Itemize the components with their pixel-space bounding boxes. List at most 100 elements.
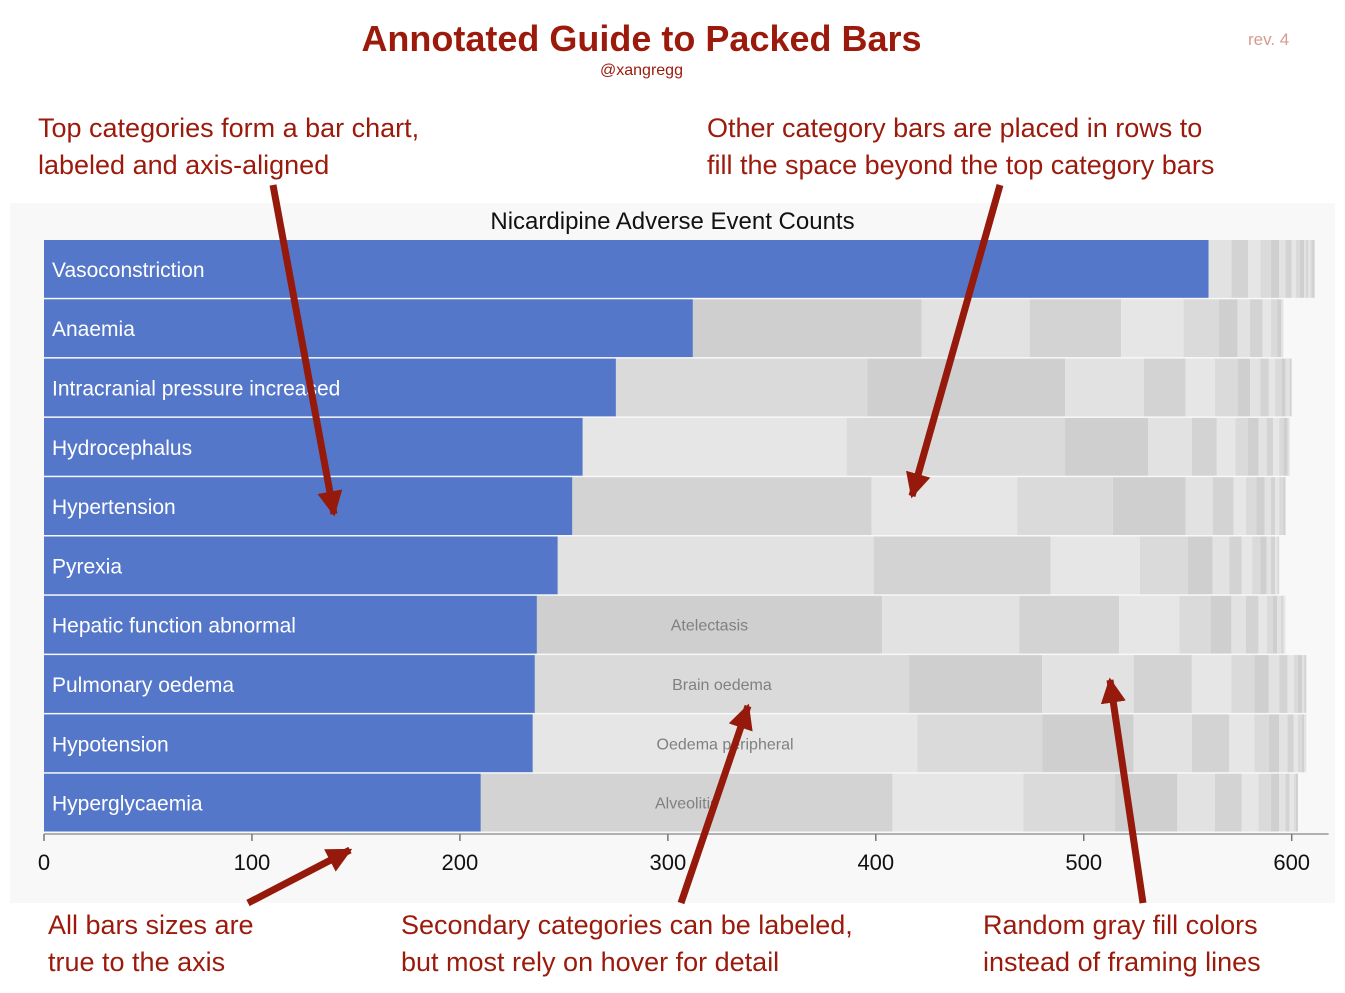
secondary-bar-segment[interactable] bbox=[1042, 714, 1134, 773]
secondary-bar-segment[interactable] bbox=[1279, 714, 1288, 773]
secondary-bar-segment[interactable] bbox=[557, 536, 874, 595]
secondary-bar-segment[interactable] bbox=[1277, 536, 1280, 595]
secondary-bar-segment[interactable] bbox=[1266, 536, 1271, 595]
secondary-bar-segment[interactable] bbox=[1208, 240, 1232, 298]
secondary-bar-segment[interactable] bbox=[1293, 655, 1298, 713]
secondary-bar-segment[interactable] bbox=[892, 773, 1024, 832]
secondary-bar-segment[interactable] bbox=[1210, 595, 1232, 654]
secondary-bar-segment[interactable] bbox=[1279, 773, 1286, 832]
secondary-bar-segment[interactable] bbox=[1289, 358, 1292, 417]
secondary-bar-segment[interactable] bbox=[909, 655, 1043, 713]
secondary-bar-segment[interactable] bbox=[1264, 477, 1271, 535]
secondary-bar-segment[interactable] bbox=[1285, 240, 1292, 298]
secondary-bar-segment[interactable] bbox=[1281, 595, 1284, 654]
secondary-bar-segment[interactable] bbox=[1144, 358, 1186, 417]
secondary-bar-segment[interactable] bbox=[1260, 536, 1267, 595]
secondary-bar-segment[interactable] bbox=[1270, 477, 1276, 535]
secondary-bar-segment[interactable] bbox=[1065, 417, 1149, 476]
secondary-bar-segment[interactable] bbox=[1254, 714, 1269, 773]
secondary-bar-segment[interactable] bbox=[1275, 536, 1278, 595]
secondary-bar-segment[interactable] bbox=[1275, 477, 1280, 535]
secondary-bar-segment[interactable] bbox=[1308, 240, 1311, 298]
secondary-bar-segment[interactable] bbox=[1283, 477, 1286, 535]
secondary-bar-segment[interactable] bbox=[1233, 477, 1246, 535]
secondary-bar-segment[interactable] bbox=[1302, 714, 1305, 773]
secondary-bar-segment[interactable] bbox=[1304, 714, 1307, 773]
secondary-bar-segment[interactable] bbox=[1212, 477, 1234, 535]
secondary-bar-segment[interactable] bbox=[1260, 358, 1269, 417]
secondary-bar-segment[interactable] bbox=[1258, 417, 1267, 476]
secondary-bar-segment[interactable] bbox=[867, 358, 1066, 417]
secondary-bar-segment[interactable] bbox=[1235, 417, 1249, 476]
secondary-bar-segment[interactable] bbox=[1250, 358, 1261, 417]
secondary-bar-segment[interactable] bbox=[1114, 773, 1178, 832]
secondary-bar-segment[interactable] bbox=[582, 417, 847, 476]
secondary-bar-segment[interactable] bbox=[615, 358, 868, 417]
secondary-bar-segment[interactable] bbox=[1287, 655, 1294, 713]
secondary-bar-segment[interactable] bbox=[1306, 240, 1309, 298]
secondary-bar-segment[interactable] bbox=[1191, 417, 1217, 476]
secondary-bar-segment[interactable] bbox=[1191, 714, 1230, 773]
secondary-bar-segment[interactable] bbox=[1283, 417, 1288, 476]
secondary-bar-segment[interactable] bbox=[1295, 773, 1298, 832]
secondary-bar-segment[interactable] bbox=[1237, 358, 1251, 417]
secondary-bar-segment[interactable] bbox=[1302, 655, 1305, 713]
secondary-bar-segment[interactable] bbox=[1293, 773, 1296, 832]
secondary-bar-segment[interactable] bbox=[1065, 358, 1145, 417]
secondary-bar-segment[interactable] bbox=[1281, 299, 1284, 358]
secondary-bar-segment[interactable] bbox=[1281, 358, 1286, 417]
secondary-bar-segment[interactable] bbox=[1042, 655, 1134, 713]
secondary-bar-segment[interactable] bbox=[1229, 536, 1242, 595]
secondary-bar-segment[interactable] bbox=[1268, 655, 1280, 713]
secondary-bar-segment[interactable] bbox=[1285, 358, 1290, 417]
secondary-bar-segment[interactable] bbox=[1304, 240, 1307, 298]
secondary-bar-segment[interactable] bbox=[1231, 240, 1249, 298]
secondary-bar-segment[interactable] bbox=[1133, 714, 1192, 773]
secondary-bar-segment[interactable] bbox=[1275, 358, 1282, 417]
secondary-bar-segment[interactable] bbox=[1277, 595, 1282, 654]
secondary-bar-segment[interactable] bbox=[1258, 595, 1267, 654]
secondary-bar-segment[interactable] bbox=[1183, 299, 1219, 358]
secondary-bar-segment[interactable] bbox=[1112, 477, 1186, 535]
secondary-bar-segment[interactable] bbox=[1241, 773, 1259, 832]
secondary-bar-segment[interactable] bbox=[1295, 240, 1301, 298]
secondary-bar-segment[interactable] bbox=[1229, 714, 1255, 773]
secondary-bar-segment[interactable] bbox=[1270, 536, 1276, 595]
secondary-bar-segment[interactable] bbox=[1248, 240, 1261, 298]
secondary-bar-segment[interactable] bbox=[1291, 240, 1296, 298]
secondary-bar-segment[interactable] bbox=[873, 536, 1051, 595]
primary-bar[interactable] bbox=[44, 536, 558, 595]
secondary-bar-segment[interactable] bbox=[1266, 595, 1273, 654]
secondary-bar-segment[interactable] bbox=[1245, 595, 1259, 654]
secondary-bar-segment[interactable] bbox=[1304, 655, 1307, 713]
secondary-bar-segment[interactable] bbox=[1268, 358, 1276, 417]
secondary-bar-segment[interactable] bbox=[572, 477, 872, 535]
secondary-bar-segment[interactable] bbox=[1241, 536, 1253, 595]
secondary-bar-segment[interactable] bbox=[1212, 536, 1230, 595]
secondary-bar-segment[interactable] bbox=[1248, 417, 1259, 476]
secondary-bar-segment[interactable] bbox=[1245, 477, 1257, 535]
secondary-bar-segment[interactable] bbox=[1279, 240, 1286, 298]
secondary-bar-segment[interactable] bbox=[1283, 595, 1286, 654]
secondary-bar-segment[interactable] bbox=[1312, 240, 1315, 298]
secondary-bar-segment[interactable] bbox=[1285, 773, 1290, 832]
secondary-bar-segment[interactable] bbox=[1272, 417, 1280, 476]
secondary-bar-segment[interactable] bbox=[1289, 773, 1294, 832]
secondary-bar-segment[interactable] bbox=[1133, 655, 1192, 713]
secondary-bar-segment[interactable] bbox=[846, 417, 1066, 476]
primary-bar[interactable] bbox=[44, 714, 533, 773]
secondary-bar-segment[interactable] bbox=[1187, 536, 1213, 595]
secondary-bar-segment[interactable] bbox=[1218, 299, 1238, 358]
secondary-bar-segment[interactable] bbox=[1148, 417, 1192, 476]
secondary-bar-segment[interactable] bbox=[1214, 358, 1238, 417]
secondary-bar-segment[interactable] bbox=[1287, 417, 1290, 476]
secondary-bar-segment[interactable] bbox=[1293, 714, 1298, 773]
secondary-bar-segment[interactable] bbox=[1262, 299, 1271, 358]
primary-bar[interactable] bbox=[44, 655, 535, 713]
secondary-bar-segment[interactable] bbox=[534, 655, 910, 713]
secondary-bar-segment[interactable] bbox=[1270, 299, 1278, 358]
secondary-bar-segment[interactable] bbox=[1191, 655, 1232, 713]
secondary-bar-segment[interactable] bbox=[871, 477, 1018, 535]
secondary-bar-segment[interactable] bbox=[1279, 655, 1288, 713]
secondary-bar-segment[interactable] bbox=[1237, 299, 1251, 358]
